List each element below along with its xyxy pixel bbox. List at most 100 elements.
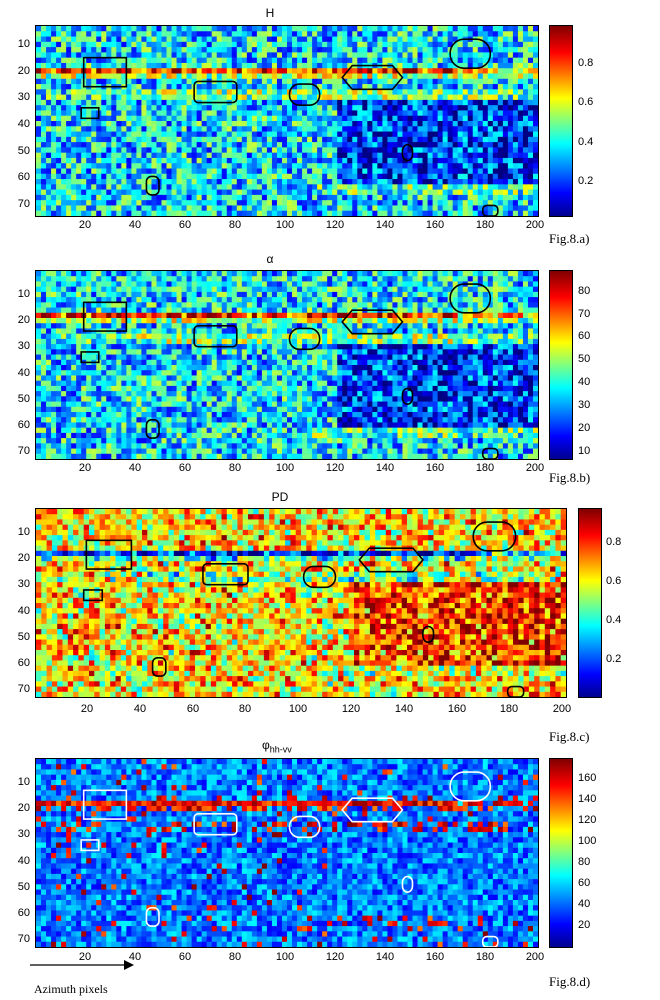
heatmap-cell [302,115,308,122]
heatmap-cell [51,152,57,159]
heatmap-cell [507,189,514,196]
heatmap-cell [206,184,213,191]
heatmap-cell [317,163,323,170]
heatmap-cell [71,78,77,85]
heatmap-cell [357,323,363,330]
heatmap-cell [412,323,419,330]
heatmap-cell [66,31,72,38]
roi-outline [449,38,492,70]
heatmap-cell [56,147,62,154]
heatmap-cell [347,297,353,303]
heatmap-cell [51,157,57,164]
heatmap-cell [482,318,489,324]
heatmap-cell [487,41,494,48]
heatmap-cell [261,184,268,191]
heatmap-cell [91,205,97,212]
heatmap-cell [422,110,429,117]
heatmap-cell [66,328,72,335]
heatmap-cell [271,281,278,288]
heatmap-cell [417,105,424,112]
heatmap-cell [121,194,127,201]
heatmap-cell [472,210,479,216]
heatmap-cell [241,168,248,175]
heatmap-cell [236,78,243,85]
heatmap-cell [422,121,429,127]
heatmap-cell [276,68,283,75]
heatmap-cell [482,152,489,159]
heatmap-cell [71,200,77,207]
heatmap-cell [437,297,444,303]
heatmap-cell [56,73,62,80]
heatmap-cell [151,57,158,64]
heatmap-cell [412,105,419,112]
heatmap-cell [342,302,348,309]
heatmap-cell [106,57,112,64]
heatmap-cell [146,302,153,309]
heatmap-cell [502,307,509,314]
heatmap-cell [151,121,158,127]
heatmap-cell [442,99,449,106]
heatmap-cell [106,41,112,48]
heatmap-cell [342,286,348,293]
heatmap-cell [497,205,504,212]
heatmap-cell [81,200,87,207]
heatmap-cell [502,142,509,148]
heatmap-cell [432,173,439,180]
heatmap-cell [352,31,358,38]
heatmap-cell [287,205,293,212]
heatmap-cell [206,105,213,112]
heatmap-cell [61,291,67,298]
heatmap-cell [392,163,399,170]
heatmap-cell [196,73,203,80]
heatmap-cell [492,312,499,319]
heatmap-cell [76,333,82,340]
heatmap-cell [126,147,132,154]
heatmap-cell [482,297,489,303]
heatmap-cell [332,73,338,80]
heatmap-cell [492,173,499,180]
heatmap-cell [236,205,243,212]
heatmap-cell [532,291,538,298]
heatmap-cell [507,142,514,148]
heatmap-cell [502,36,509,43]
heatmap-cell [171,184,178,191]
heatmap-cell [96,302,102,309]
heatmap-cell [492,286,499,293]
heatmap-cell [412,47,419,53]
heatmap-cell [71,189,77,196]
heatmap-cell [171,68,178,75]
heatmap-cell [276,173,283,180]
heatmap-cell [176,68,183,75]
heatmap-cell [121,291,127,298]
heatmap-cell [201,194,208,201]
heatmap-cell [71,89,77,96]
heatmap-cell [377,99,383,106]
heatmap-cell [337,179,343,185]
heatmap-cell [447,157,454,164]
heatmap-cell [487,205,494,212]
heatmap-cell [136,184,143,191]
heatmap-cell [507,41,514,48]
heatmap-cell [467,157,474,164]
heatmap-cell [101,189,107,196]
heatmap-cell [121,136,127,143]
heatmap-cell [151,286,158,293]
heatmap-cell [116,276,122,283]
heatmap-cell [432,99,439,106]
heatmap-cell [497,210,504,216]
heatmap-cell [46,115,52,122]
heatmap-cell [76,328,82,335]
heatmap-cell [382,94,388,101]
heatmap-cell [377,52,383,59]
heatmap-cell [101,57,107,64]
heatmap-cell [377,323,383,330]
heatmap-cell [111,297,117,303]
heatmap-cell [66,194,72,201]
heatmap-cell [271,57,278,64]
heatmap-cell [312,31,318,38]
heatmap-cell [171,36,178,43]
heatmap-cell [422,78,429,85]
heatmap-cell [297,281,303,288]
heatmap-cell [392,210,399,216]
heatmap-cell [251,131,258,138]
